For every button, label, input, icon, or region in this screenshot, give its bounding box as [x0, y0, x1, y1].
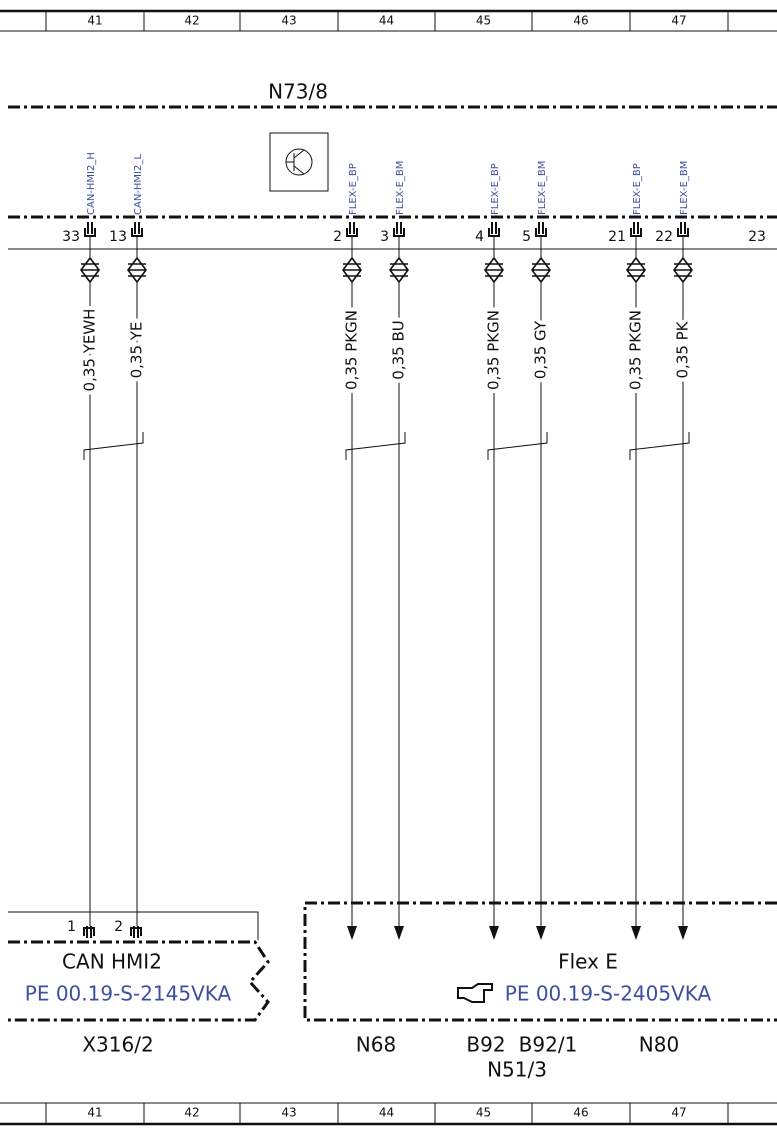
target-label: B92/1 — [519, 1033, 578, 1057]
pin-signal: FLEX-E_BM — [395, 161, 406, 215]
connector-reference: PE 00.19-S-2145VKA — [25, 982, 232, 1006]
ruler-label: 44 — [379, 14, 394, 28]
arrow — [536, 926, 546, 940]
pin-symbol — [488, 222, 500, 237]
wire-label: 0,35 PK — [674, 320, 692, 378]
hand-icon — [457, 983, 493, 1003]
fuse-symbol — [342, 256, 362, 284]
pin-number: 3 — [380, 229, 389, 245]
connector-box — [8, 940, 270, 1022]
pin-signal: FLEX-E_BM — [679, 161, 690, 215]
pin-signal: CAN-HMI2_L — [133, 154, 144, 215]
pin-number: 2 — [114, 919, 123, 935]
pin-number: 1 — [67, 919, 76, 935]
ruler-label: 47 — [671, 14, 686, 28]
wire-label: 0,35 YEWH — [81, 309, 99, 392]
arrow — [678, 926, 688, 940]
twist-mark — [345, 432, 406, 460]
pin-signal: FLEX-E_BM — [537, 161, 548, 215]
fuse-symbol — [626, 256, 646, 284]
ruler-label: 44 — [379, 1106, 394, 1120]
pin-symbol — [535, 222, 547, 237]
pin-number: 13 — [109, 229, 127, 245]
twist-mark — [629, 432, 690, 460]
fuse-symbol — [673, 256, 693, 284]
flex-reference: PE 00.19-S-2405VKA — [505, 982, 712, 1006]
connector-line — [8, 911, 259, 940]
wire-label: 0,35 PKGN — [627, 310, 645, 390]
pin-symbol — [393, 222, 405, 237]
ruler-label: 43 — [281, 1106, 296, 1120]
ruler-label: 45 — [476, 14, 491, 28]
pin-number: 22 — [655, 229, 673, 245]
ruler-label: 42 — [184, 1106, 199, 1120]
pin-symbol — [677, 222, 689, 237]
arrow — [489, 926, 499, 940]
pin-symbol — [131, 222, 143, 237]
pin-symbol — [130, 926, 142, 938]
pin-symbol — [83, 926, 95, 938]
target-label: N51/3 — [487, 1058, 547, 1082]
pin-signal: FLEX-E_BP — [632, 163, 643, 215]
ruler-label: 43 — [281, 14, 296, 28]
wire-label: 0,35 PKGN — [485, 310, 503, 390]
pin-symbol — [84, 222, 96, 237]
arrow — [347, 926, 357, 940]
twist-mark — [487, 432, 548, 460]
fuse-symbol — [484, 256, 504, 284]
pin-number: 2 — [333, 229, 342, 245]
target-label: N68 — [356, 1033, 396, 1057]
ruler-label: 41 — [87, 1106, 102, 1120]
target-label: B92 — [466, 1033, 505, 1057]
ruler-label: 47 — [671, 1106, 686, 1120]
wire-label: 0,35 PKGN — [343, 310, 361, 390]
twist-mark — [83, 432, 144, 460]
wire-label: 0,35 YE — [128, 322, 146, 379]
pin-symbol — [630, 222, 642, 237]
ruler-label: 45 — [476, 1106, 491, 1120]
ruler-label: 41 — [87, 14, 102, 28]
ruler-label: 42 — [184, 14, 199, 28]
pin-signal: FLEX-E_BP — [348, 163, 359, 215]
component-label: N73/8 — [268, 80, 328, 104]
pin-symbol — [346, 222, 358, 237]
pin-number: 21 — [608, 229, 626, 245]
arrow — [631, 926, 641, 940]
transistor-icon — [269, 132, 329, 192]
wire-label: 0,35 GY — [532, 320, 550, 379]
fuse-symbol — [127, 256, 147, 284]
connector-title: CAN HMI2 — [62, 950, 162, 974]
pin-number: 23 — [748, 229, 766, 245]
pin-number: 5 — [522, 229, 531, 245]
ruler-label: 46 — [573, 1106, 588, 1120]
flex-title: Flex E — [558, 950, 618, 974]
pin-signal: FLEX-E_BP — [490, 163, 501, 215]
pin-number: 4 — [475, 229, 484, 245]
wire-label: 0,35 BU — [390, 320, 408, 379]
arrow — [394, 926, 404, 940]
connector-label: X316/2 — [82, 1033, 153, 1057]
pin-number: 33 — [62, 229, 80, 245]
fuse-symbol — [80, 256, 100, 284]
ruler-label: 46 — [573, 14, 588, 28]
fuse-symbol — [531, 256, 551, 284]
pin-signal: CAN-HMI2_H — [86, 152, 97, 215]
target-label: N80 — [639, 1033, 679, 1057]
fuse-symbol — [389, 256, 409, 284]
